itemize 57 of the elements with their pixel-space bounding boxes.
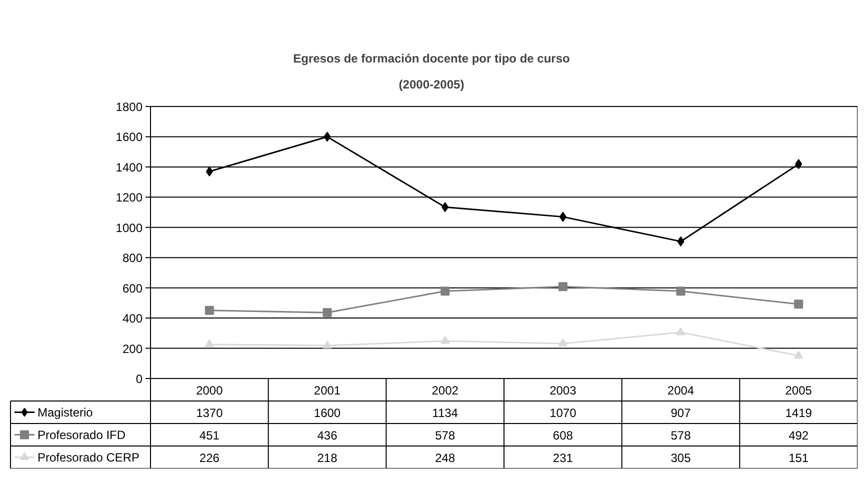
y-tick-label: 400 bbox=[122, 312, 143, 326]
y-tick-label: 1200 bbox=[116, 190, 143, 205]
x-tick-label: 2001 bbox=[314, 383, 341, 398]
legend-label: Magisterio bbox=[38, 405, 94, 420]
data-label: 305 bbox=[670, 450, 692, 465]
point bbox=[324, 132, 331, 142]
point bbox=[442, 202, 449, 212]
y-tick-label: 800 bbox=[122, 251, 143, 266]
point bbox=[204, 306, 214, 315]
point bbox=[676, 327, 686, 336]
data-label: 578 bbox=[435, 428, 456, 442]
point bbox=[206, 166, 213, 176]
legend-label: Profesorado IFD bbox=[38, 428, 126, 442]
x-tick-label: 2005 bbox=[785, 383, 812, 398]
data-label: 1419 bbox=[785, 406, 812, 420]
x-tick-label: 2003 bbox=[550, 383, 577, 398]
data-label: 1600 bbox=[314, 406, 341, 420]
x-tick-label: 2000 bbox=[196, 383, 224, 398]
data-label: 226 bbox=[199, 450, 220, 465]
chart-title: Egresos de formación docente por tipo de curso bbox=[293, 52, 570, 66]
data-label: 248 bbox=[435, 450, 456, 465]
data-label: 436 bbox=[317, 428, 338, 442]
data-label: 1070 bbox=[550, 406, 577, 420]
data-label: 492 bbox=[788, 428, 809, 442]
y-tick-label: 200 bbox=[122, 342, 143, 356]
point bbox=[559, 212, 566, 222]
data-label: 1370 bbox=[196, 406, 224, 420]
y-tick-label: 0 bbox=[136, 372, 143, 386]
point bbox=[440, 286, 450, 296]
legend-label: Profesorado CERP bbox=[38, 450, 140, 464]
chart-subtitle: (2000-2005) bbox=[398, 78, 464, 92]
y-tick-label: 1400 bbox=[116, 160, 143, 174]
point bbox=[558, 338, 568, 346]
y-tick-label: 1000 bbox=[116, 220, 143, 235]
data-label: 1134 bbox=[432, 406, 458, 420]
x-tick-label: 2004 bbox=[667, 383, 694, 398]
data-label: 151 bbox=[788, 450, 809, 465]
point bbox=[204, 339, 214, 348]
data-label: 231 bbox=[552, 450, 574, 465]
point bbox=[440, 336, 450, 344]
data-label: 578 bbox=[670, 428, 692, 442]
point bbox=[794, 300, 804, 309]
point bbox=[322, 308, 332, 318]
point bbox=[795, 159, 802, 170]
data-label: 218 bbox=[317, 450, 338, 465]
point bbox=[558, 282, 568, 292]
point bbox=[322, 340, 332, 348]
y-tick-label: 600 bbox=[122, 281, 143, 296]
x-tick-label: 2002 bbox=[432, 383, 459, 398]
point bbox=[677, 236, 684, 246]
point bbox=[676, 286, 686, 296]
data-label: 608 bbox=[552, 428, 574, 442]
y-tick-label: 1600 bbox=[116, 130, 143, 144]
y-tick-label: 1800 bbox=[116, 100, 143, 114]
point bbox=[794, 350, 804, 358]
data-label: 451 bbox=[199, 428, 220, 442]
data-label: 907 bbox=[670, 406, 692, 420]
